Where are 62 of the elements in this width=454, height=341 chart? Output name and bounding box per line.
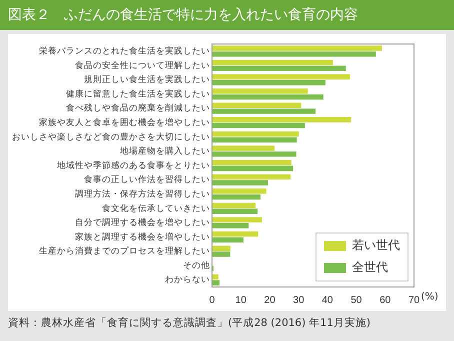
bar [212,217,262,222]
y-tick-label: 地場産物を購入したい [119,146,210,156]
bar [212,174,290,180]
x-axis-title: (%) [421,292,438,303]
y-tick-label: 調理方法・保存方法を習得したい [75,188,210,198]
bar [212,131,299,137]
y-tick-label: 自分で調理する機会を増やしたい [75,217,210,228]
bar [212,280,220,286]
bar [212,80,326,86]
y-tick-label: 地域性や季節感のある食事をとりたい [56,160,210,170]
chart-title: 図表２ ふだんの食生活で特に力を入れたい食育の内容 [0,0,454,30]
y-tick-label: 健康に留意した食生活を実践したい [66,88,210,98]
x-tick-label: 50 [350,294,362,306]
bar [212,231,258,237]
y-tick-label: 食事の正しい作法を習得したい [84,174,210,184]
bar [212,166,294,172]
x-tick-label: 30 [293,294,305,306]
bar [212,122,305,128]
y-tick-label: わからない [165,274,210,284]
bar [212,102,302,108]
y-tick-label: 規則正しい食生活を実践したい [84,74,210,84]
y-tick-label: 生産から消費までのプロセスを理解したい [39,246,210,256]
bar [212,152,296,157]
bar [212,66,346,72]
bar [212,51,376,57]
bar [212,74,350,80]
bar [212,88,308,94]
bar [212,108,316,114]
x-tick-label: 40 [322,294,334,306]
y-tick-label: おいしさや楽しさなど食の豊かさを大切にしたい [12,131,210,142]
x-tick-label: 20 [264,294,276,306]
bar [212,222,249,228]
bar [212,117,352,122]
bar [212,252,230,257]
bar [212,137,297,142]
bar [212,188,266,194]
bar [212,160,292,166]
y-tick-label: 家族や友人と食卓を囲む機会を増やしたい [39,116,210,127]
y-tick-label: 食文化を伝承していきたい [102,202,210,213]
bar [212,194,260,200]
legend-label: 全世代 [352,260,388,274]
text: 資料：農林水産省「食育に関する意識調査」(平成28 (2016) 年11月実施) [8,316,371,330]
bar [212,246,230,251]
bar [212,202,256,208]
legend-label: 若い世代 [352,238,400,252]
x-tick-label: 0 [209,294,216,306]
x-tick-label: 10 [235,294,247,306]
bar [212,60,333,66]
bar [212,274,218,280]
x-tick-label: 60 [380,294,392,306]
y-tick-label: 栄養バランスのとれた食生活を実践したい [39,46,210,56]
bar [212,46,382,51]
y-tick-label: 食品の安全性について理解したい [75,60,210,70]
bar [212,208,258,214]
y-tick-label: 食べ残しや食品の廃棄を削減したい [66,102,210,113]
bar [212,180,268,186]
x-tick-label: 70 [408,294,420,306]
y-tick-label: その他 [183,260,210,270]
bar [212,146,275,151]
bar [212,94,324,100]
y-tick-label: 家族と調理する機会を増やしたい [75,231,210,242]
bar [212,237,244,243]
